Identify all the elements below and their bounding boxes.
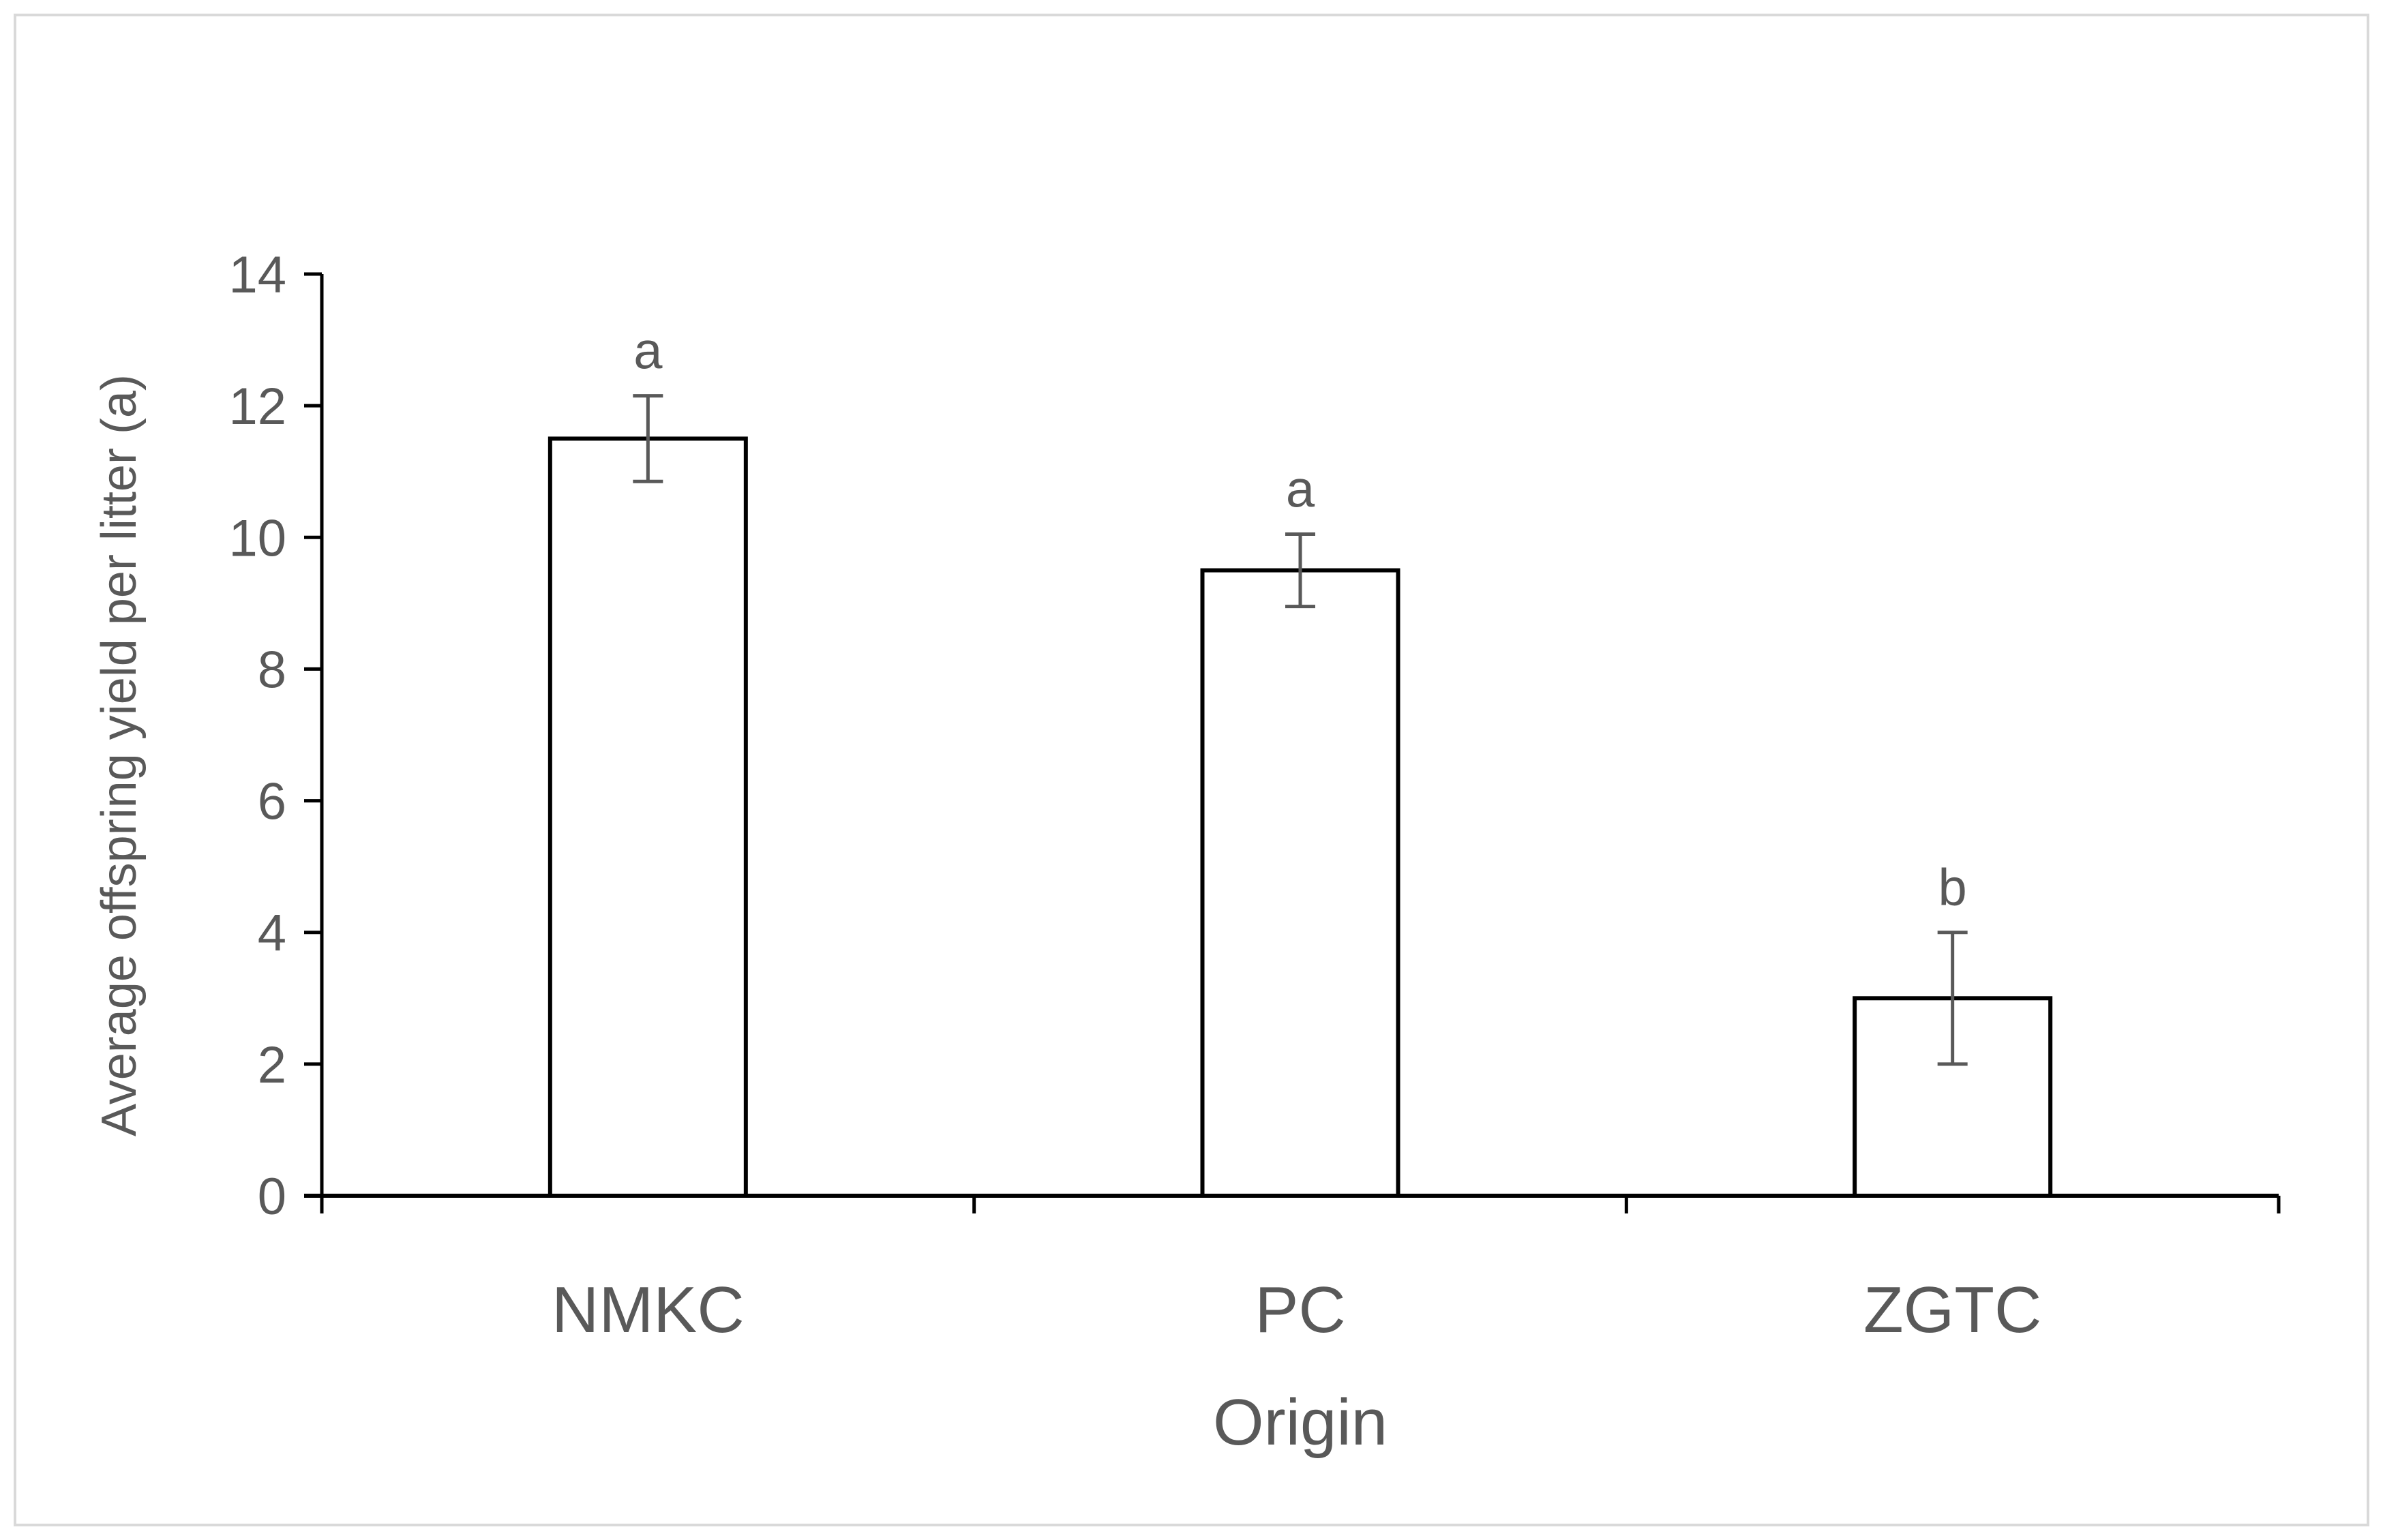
bar-chart: 0 2 4 6 8 10 12 14 a a b NMKC PC ZGTC Origin Averag…	[92, 246, 2281, 1459]
significance-letter: a	[1286, 460, 1315, 518]
error-bars	[633, 394, 1968, 1066]
x-category-label: PC	[1255, 1273, 1345, 1346]
chart-frame: 0 2 4 6 8 10 12 14 a a b NMKC PC ZGTC Origin Averag…	[14, 14, 2369, 1526]
y-tick-label: 12	[228, 378, 286, 436]
y-tick-label: 6	[258, 773, 286, 831]
y-axis-ticks: 0 2 4 6 8 10 12 14	[228, 246, 322, 1226]
y-tick-label: 8	[258, 641, 286, 699]
x-axis-ticks	[320, 1196, 2281, 1213]
x-category-label: NMKC	[552, 1273, 745, 1346]
significance-letters: a a b	[633, 322, 1967, 917]
y-tick-label: 4	[258, 905, 286, 963]
bar-nmkc	[548, 436, 748, 1198]
y-tick-label: 0	[258, 1168, 286, 1226]
significance-letter: b	[1938, 859, 1967, 917]
bar-pc	[1200, 568, 1400, 1198]
y-axis-title: Average offspring yield per litter (a)	[92, 374, 147, 1136]
y-tick-label: 10	[228, 509, 286, 567]
x-axis-categories: NMKC PC ZGTC	[552, 1273, 2041, 1346]
y-tick-label: 14	[228, 246, 286, 304]
x-category-label: ZGTC	[1863, 1273, 2041, 1346]
bars	[548, 436, 2053, 1198]
x-axis-title: Origin	[1213, 1386, 1388, 1459]
significance-letter: a	[633, 322, 663, 380]
y-tick-label: 2	[258, 1036, 286, 1094]
